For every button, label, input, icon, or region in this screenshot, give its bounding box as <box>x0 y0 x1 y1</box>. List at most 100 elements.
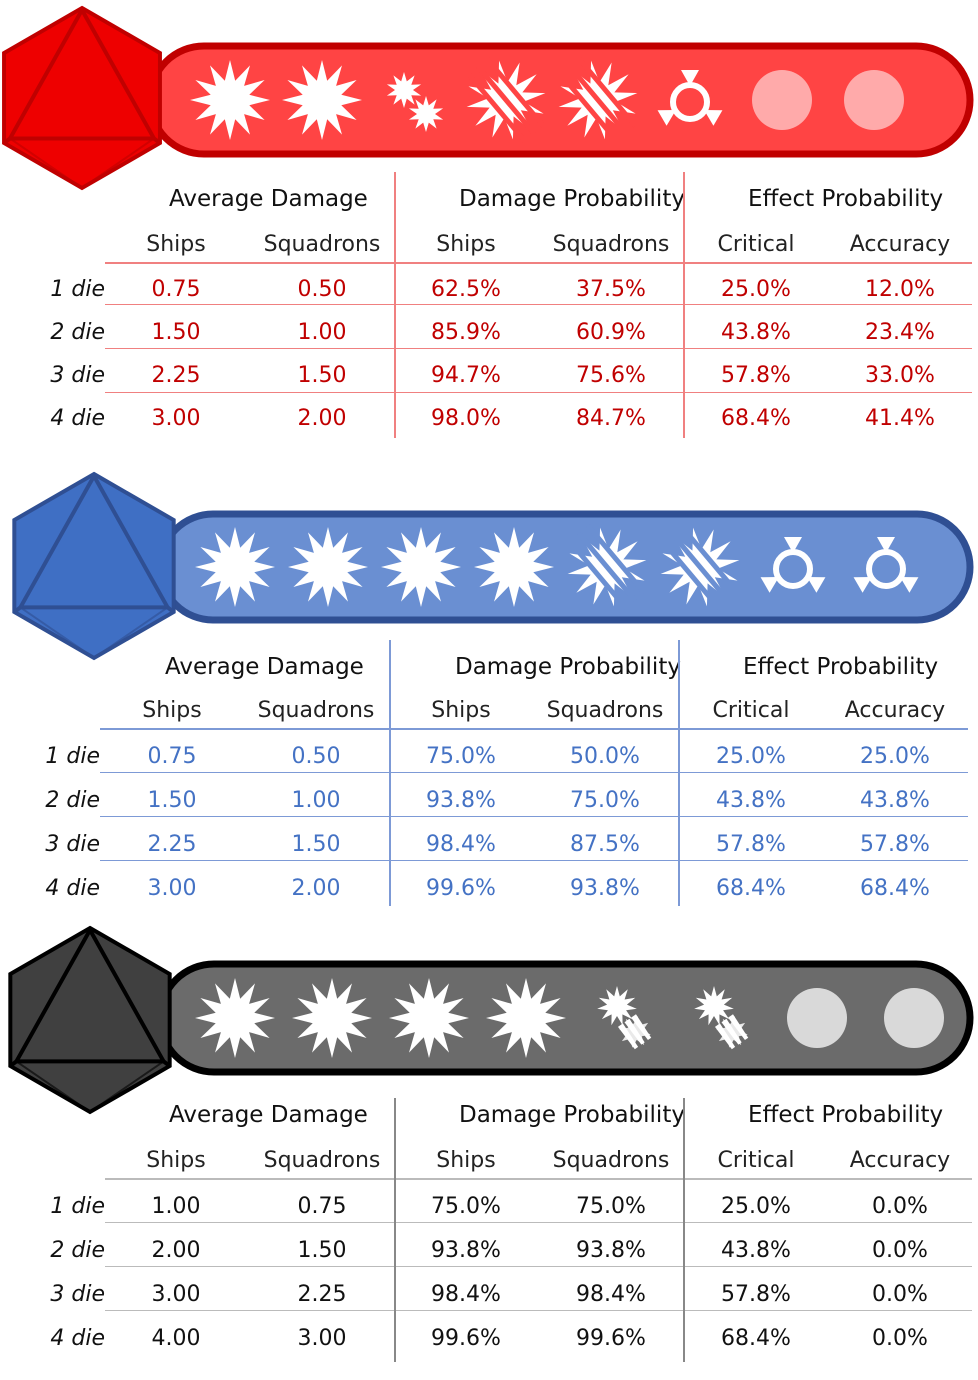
cell-p-ships: 94.7% <box>431 363 501 388</box>
blue-die-banner <box>0 468 978 668</box>
cell-p-squadrons: 75.0% <box>570 788 640 813</box>
header-prob-squadrons: Squadrons <box>552 1148 670 1173</box>
cell-critical: 43.8% <box>716 788 786 813</box>
row-label-1-die: 1 die <box>50 277 105 302</box>
cell-accuracy: 25.0% <box>860 744 930 769</box>
cell-avg-ships: 2.25 <box>151 363 201 388</box>
cell-avg-ships: 0.75 <box>147 744 197 769</box>
cell-p-squadrons: 93.8% <box>570 876 640 901</box>
cell-accuracy: 12.0% <box>865 277 935 302</box>
row-label-2-die: 2 die <box>45 788 100 813</box>
die-icon <box>8 925 172 1115</box>
cell-avg-squadrons: 3.00 <box>297 1326 347 1351</box>
blank-face-icon <box>884 988 944 1048</box>
cell-p-ships: 99.6% <box>426 876 496 901</box>
cell-critical: 68.4% <box>721 406 791 431</box>
cell-p-squadrons: 37.5% <box>576 277 646 302</box>
cell-avg-ships: 3.00 <box>151 1282 201 1307</box>
row-divider <box>105 1310 972 1311</box>
header-avg-squadrons: Squadrons <box>263 1148 381 1173</box>
cell-avg-squadrons: 1.00 <box>297 320 347 345</box>
cell-critical: 57.8% <box>721 363 791 388</box>
blue-die-section: Average Damage Damage Probability Effect P… <box>0 468 978 918</box>
header-avg-ships: Ships <box>146 1148 206 1173</box>
header-prob-ships: Ships <box>436 232 496 257</box>
cell-avg-squadrons: 1.50 <box>297 363 347 388</box>
hit-crit-icon <box>567 523 647 611</box>
cell-critical: 57.8% <box>721 1282 791 1307</box>
header-accuracy: Accuracy <box>844 698 946 723</box>
cell-critical: 43.8% <box>721 320 791 345</box>
cell-accuracy: 0.0% <box>872 1282 928 1307</box>
column-group-divider <box>683 1098 685 1362</box>
cell-avg-ships: 3.00 <box>147 876 197 901</box>
cell-avg-squadrons: 1.50 <box>297 1238 347 1263</box>
cell-avg-ships: 4.00 <box>151 1326 201 1351</box>
die-faces <box>190 56 904 144</box>
cell-critical: 68.4% <box>721 1326 791 1351</box>
cell-p-squadrons: 75.6% <box>576 363 646 388</box>
header-effect-probability: Effect Probability <box>748 186 944 212</box>
header-divider <box>105 1178 972 1180</box>
cell-avg-squadrons: 2.00 <box>297 406 347 431</box>
header-avg-ships: Ships <box>142 698 202 723</box>
cell-avg-squadrons: 2.25 <box>297 1282 347 1307</box>
cell-avg-ships: 1.50 <box>151 320 201 345</box>
cell-critical: 68.4% <box>716 876 786 901</box>
cell-p-ships: 62.5% <box>431 277 501 302</box>
cell-critical: 43.8% <box>721 1238 791 1263</box>
hit-icon <box>282 60 362 140</box>
header-average-damage: Average Damage <box>165 654 364 680</box>
cell-avg-squadrons: 0.50 <box>297 277 347 302</box>
cell-avg-ships: 0.75 <box>151 277 201 302</box>
cell-p-squadrons: 60.9% <box>576 320 646 345</box>
header-prob-ships: Ships <box>431 698 491 723</box>
cell-accuracy: 0.0% <box>872 1238 928 1263</box>
header-accuracy: Accuracy <box>849 232 951 257</box>
die-icon <box>12 471 176 661</box>
row-label-2-die: 2 die <box>50 1238 105 1263</box>
cell-p-ships: 75.0% <box>431 1194 501 1219</box>
cell-avg-squadrons: 0.50 <box>291 744 341 769</box>
accuracy-icon <box>853 537 919 593</box>
row-divider <box>100 860 968 861</box>
cell-p-ships: 98.4% <box>426 832 496 857</box>
header-accuracy: Accuracy <box>849 1148 951 1173</box>
header-damage-probability: Damage Probability <box>459 1102 685 1128</box>
header-divider <box>100 728 968 730</box>
cell-avg-squadrons: 0.75 <box>297 1194 347 1219</box>
row-divider <box>100 772 968 773</box>
hit-crit-icon <box>597 986 652 1050</box>
hit-icon <box>486 978 566 1058</box>
cell-critical: 25.0% <box>721 277 791 302</box>
header-average-damage: Average Damage <box>169 1102 368 1128</box>
column-group-divider <box>678 640 680 906</box>
row-divider <box>100 816 968 817</box>
hit-crit-icon <box>694 986 749 1050</box>
header-prob-squadrons: Squadrons <box>546 698 664 723</box>
die-faces <box>195 523 919 611</box>
header-damage-probability: Damage Probability <box>459 186 685 212</box>
die-face-bar <box>156 510 974 624</box>
column-group-divider <box>394 172 396 438</box>
cell-critical: 25.0% <box>721 1194 791 1219</box>
hit-crit-icon <box>466 56 546 144</box>
cell-accuracy: 23.4% <box>865 320 935 345</box>
row-label-3-die: 3 die <box>50 1282 105 1307</box>
header-avg-squadrons: Squadrons <box>263 232 381 257</box>
cell-p-squadrons: 99.6% <box>576 1326 646 1351</box>
hit-icon <box>195 527 275 607</box>
cell-p-squadrons: 87.5% <box>570 832 640 857</box>
column-group-divider <box>389 640 391 906</box>
header-effect-probability: Effect Probability <box>748 1102 944 1128</box>
cell-accuracy: 0.0% <box>872 1194 928 1219</box>
header-critical: Critical <box>717 1148 795 1173</box>
hit-icon <box>389 978 469 1058</box>
cell-accuracy: 57.8% <box>860 832 930 857</box>
header-prob-squadrons: Squadrons <box>552 232 670 257</box>
cell-p-ships: 99.6% <box>431 1326 501 1351</box>
header-average-damage: Average Damage <box>169 186 368 212</box>
die-icon <box>2 5 162 191</box>
accuracy-icon <box>760 537 826 593</box>
hit-icon <box>381 527 461 607</box>
